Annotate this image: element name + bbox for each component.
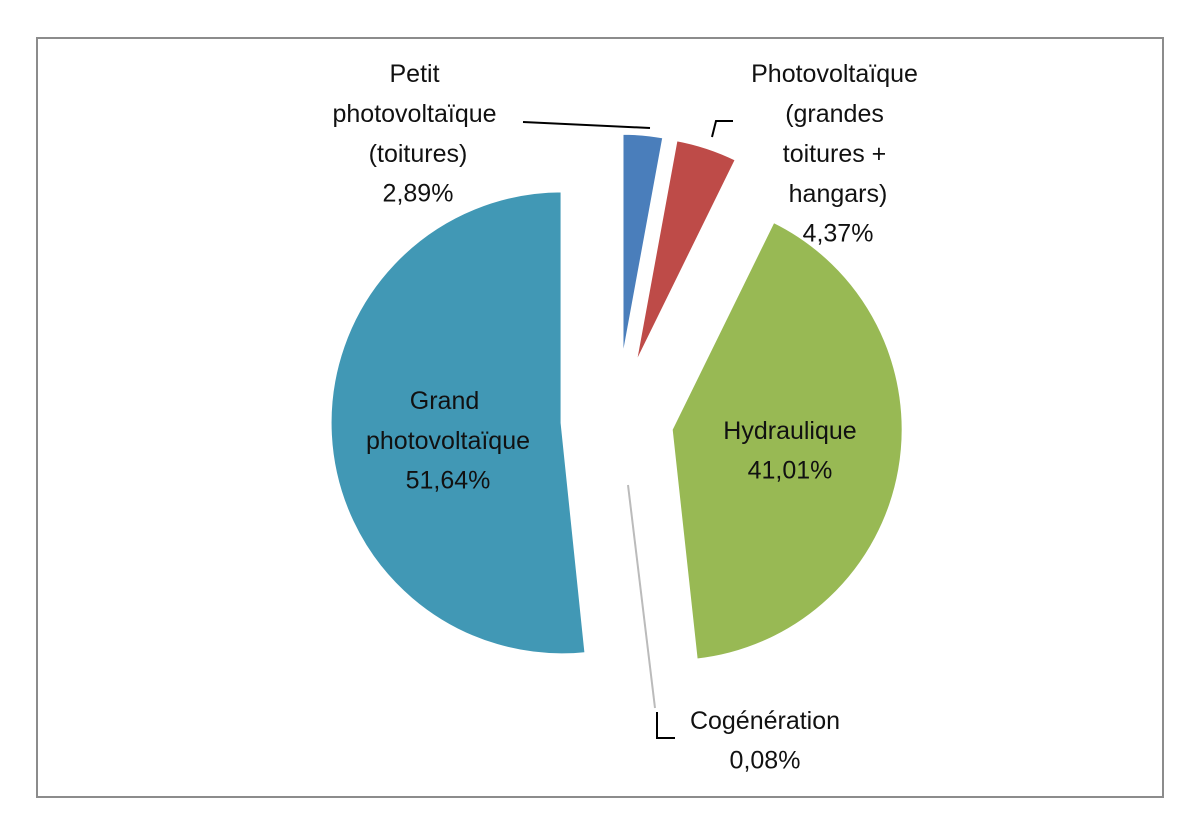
- value-label: 4,37%: [803, 220, 874, 248]
- pie-slice: [669, 219, 905, 662]
- label-line: Hydraulique: [723, 417, 856, 445]
- slice-label: Cogénération: [690, 707, 840, 735]
- label-line: photovoltaïque: [366, 427, 530, 455]
- slice-label: Hydraulique: [723, 417, 856, 445]
- label-line: Grand: [410, 387, 486, 415]
- pie-slice: [621, 474, 650, 708]
- chart-frame: [36, 37, 1164, 798]
- pie-slice: [632, 137, 739, 369]
- pie-slice: [620, 131, 666, 366]
- value-label: 2,89%: [383, 180, 454, 208]
- slice-label: Petit photovoltaïque (toitures): [333, 60, 504, 168]
- label-line: photovoltaïque: [333, 100, 504, 128]
- label-line: (grandes: [785, 100, 891, 128]
- value-label: 0,08%: [730, 747, 801, 775]
- label-line: Photovoltaïque: [751, 60, 925, 88]
- label-line: (toitures): [369, 140, 468, 168]
- slice-label: Photovoltaïque (grandes toitures + hanga…: [751, 60, 925, 208]
- label-line: Petit: [390, 60, 447, 88]
- label-line: Cogénération: [690, 707, 840, 735]
- pie-slice: [328, 189, 588, 657]
- leader-line: [522, 121, 651, 129]
- value-label: 41,01%: [748, 457, 833, 485]
- slice-label: Grand photovoltaïque: [366, 387, 530, 455]
- leader-line: [627, 484, 656, 709]
- leader-line: [711, 120, 733, 138]
- label-line: hangars): [789, 180, 888, 208]
- value-label: 51,64%: [406, 467, 491, 495]
- label-line: toitures +: [783, 140, 893, 168]
- leader-line: [656, 712, 675, 739]
